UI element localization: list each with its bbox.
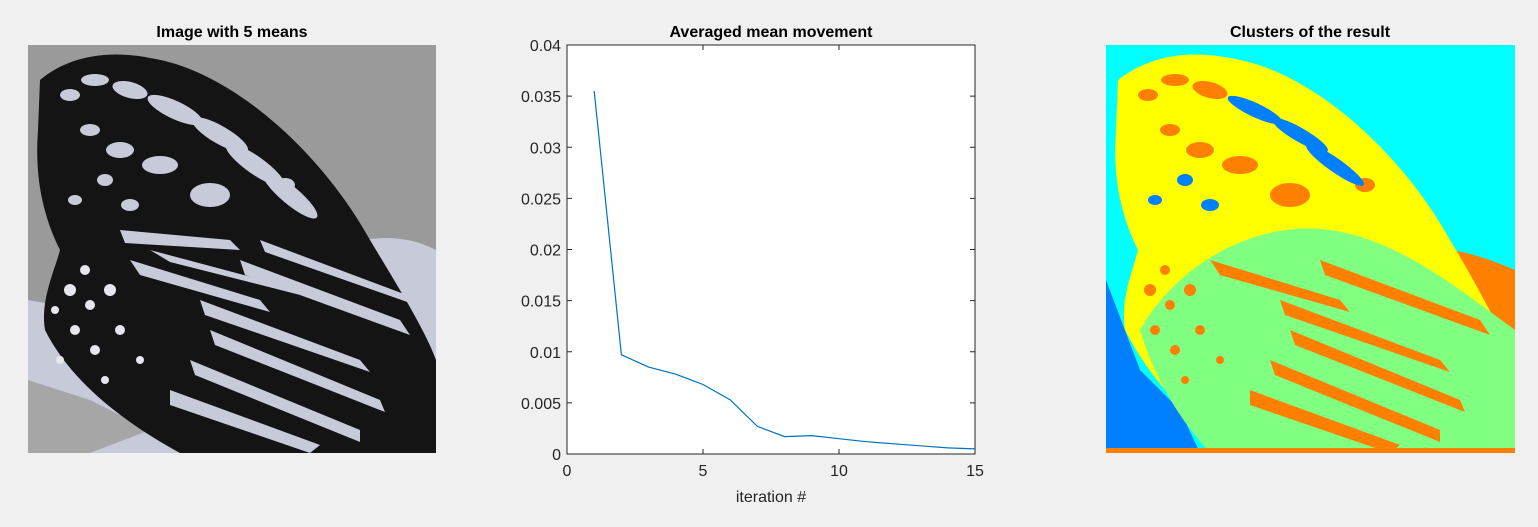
cluster-butterfly-image: [1106, 45, 1515, 453]
right-image-panel: Clusters of the result: [1106, 24, 1515, 453]
y-axis-ticks: 0 0.005 0.01 0.015 0.02 0.025 0.03 0.035 0.04: [521, 38, 975, 464]
line-chart: Averaged mean movement 0 5 10 15 0 0.005 0.01…: [521, 24, 984, 506]
chart-title: Averaged mean movement: [669, 24, 873, 41]
x-tick-label: 15: [966, 463, 984, 480]
series-points: [594, 90, 976, 449]
x-tick-label: 0: [563, 463, 572, 480]
right-panel-title: Clusters of the result: [1230, 24, 1391, 41]
left-image-panel: Image with 5 means: [28, 24, 436, 453]
x-axis-label: iteration #: [736, 489, 806, 506]
y-tick-label: 0.005: [521, 396, 561, 413]
y-tick-label: 0.035: [521, 89, 561, 106]
left-panel-title: Image with 5 means: [156, 24, 307, 41]
y-tick-label: 0: [552, 447, 561, 464]
y-tick-label: 0.03: [530, 140, 561, 157]
y-tick-label: 0.02: [530, 243, 561, 260]
y-tick-label: 0.025: [521, 191, 561, 208]
x-tick-label: 10: [830, 463, 848, 480]
y-tick-label: 0.04: [530, 38, 561, 55]
y-tick-label: 0.01: [530, 345, 561, 362]
x-tick-label: 5: [699, 463, 708, 480]
plot-area: [566, 44, 976, 455]
x-axis-ticks: 0 5 10 15: [563, 45, 984, 480]
quantized-butterfly-image: [28, 45, 436, 453]
y-tick-label: 0.015: [521, 294, 561, 311]
